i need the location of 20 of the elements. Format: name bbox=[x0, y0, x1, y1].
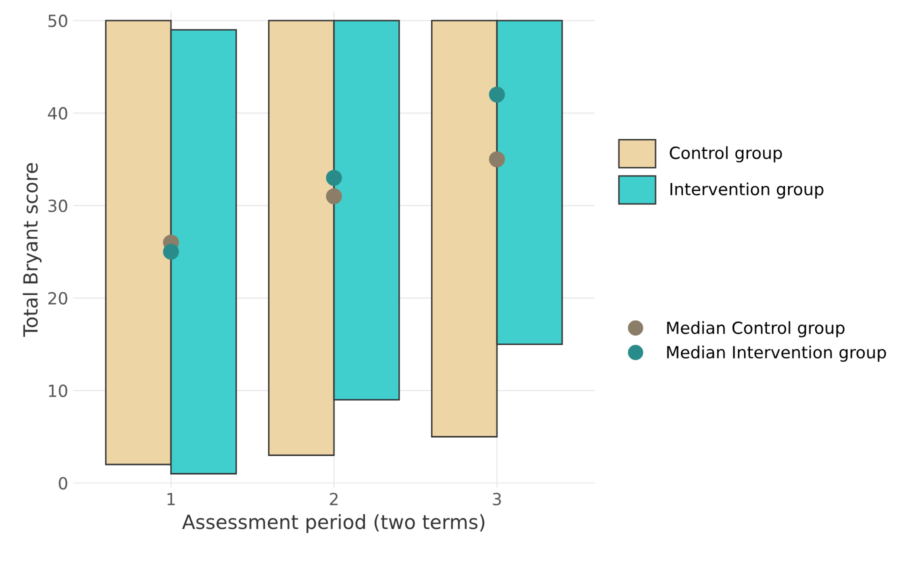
y-tick-label: 50 bbox=[48, 14, 68, 28]
point bbox=[326, 188, 342, 204]
legend-label: Median Control group bbox=[667, 321, 845, 338]
point bbox=[326, 170, 342, 186]
y-tick-label: 20 bbox=[48, 292, 68, 305]
point bbox=[488, 86, 505, 103]
point bbox=[488, 151, 505, 168]
x-tick-label: 2 bbox=[330, 492, 338, 506]
y-axis-title: Total Bryant score bbox=[22, 163, 42, 337]
x-tick-label: 3 bbox=[492, 492, 501, 506]
point bbox=[163, 244, 179, 260]
x-tick-label: 1 bbox=[168, 492, 175, 506]
legend-label: Intervention group bbox=[670, 182, 824, 199]
y-tick-label: 0 bbox=[58, 476, 68, 490]
y-tick-label: 10 bbox=[48, 384, 68, 398]
legend-label: Control group bbox=[670, 146, 782, 162]
y-tick-label: 30 bbox=[48, 200, 68, 212]
legend-label: Median Intervention group bbox=[667, 346, 886, 362]
x-axis-title: Assessment period (two terms) bbox=[182, 514, 484, 533]
y-tick-label: 40 bbox=[48, 107, 68, 120]
